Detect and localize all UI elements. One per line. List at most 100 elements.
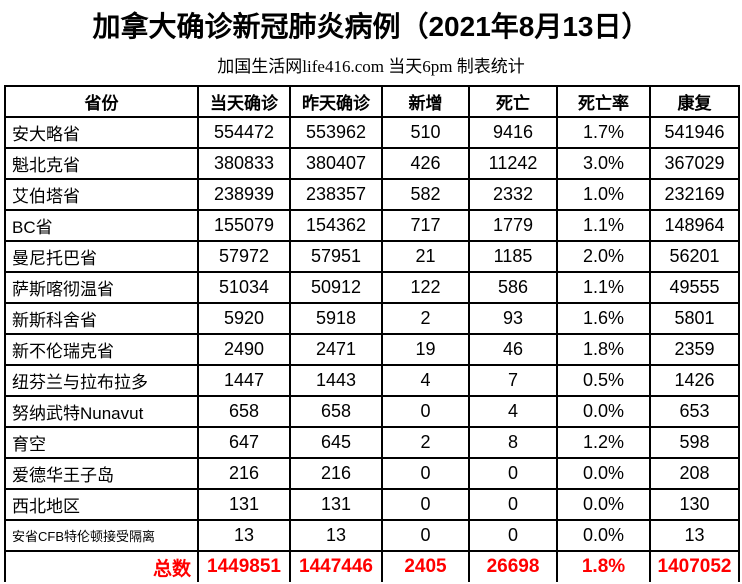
stat-value: 4 bbox=[381, 364, 470, 397]
table-total-row: 总数 1449851 1447446 2405 26698 1.8% 1407052 bbox=[4, 550, 740, 582]
table-body: 安大略省 554472 553962 510 9416 1.7% 541946 魁北克省 380… bbox=[4, 116, 740, 552]
stat-value: 2359 bbox=[649, 333, 740, 366]
stat-value: 2 bbox=[381, 302, 470, 335]
stat-value: 8 bbox=[468, 426, 558, 459]
stat-value: 1.7% bbox=[556, 116, 651, 149]
stat-value: 3.0% bbox=[556, 147, 651, 180]
stat-value: 2332 bbox=[468, 178, 558, 211]
stat-value: 154362 bbox=[289, 209, 383, 242]
stat-value: 0.5% bbox=[556, 364, 651, 397]
stat-value: 0.0% bbox=[556, 519, 651, 552]
stat-value: 554472 bbox=[197, 116, 291, 149]
total-value: 1449851 bbox=[197, 550, 291, 582]
stat-value: 57972 bbox=[197, 240, 291, 273]
stat-value: 1.1% bbox=[556, 209, 651, 242]
province-name: 新不伦瑞克省 bbox=[4, 333, 199, 366]
stat-value: 1779 bbox=[468, 209, 558, 242]
province-name: 魁北克省 bbox=[4, 147, 199, 180]
table-row: 魁北克省 380833 380407 426 11242 3.0% 367029 bbox=[4, 147, 740, 180]
table-row: 爱德华王子岛 216 216 0 0 0.0% 208 bbox=[4, 457, 740, 490]
province-name: 新斯科舍省 bbox=[4, 302, 199, 335]
stat-value: 5920 bbox=[197, 302, 291, 335]
stat-value: 658 bbox=[197, 395, 291, 428]
stat-value: 653 bbox=[649, 395, 740, 428]
covid-stats-table: 省份 当天确诊 昨天确诊 新增 死亡 死亡率 康复 安大略省 554472 553962 510 9… bbox=[4, 85, 740, 582]
stat-value: 0 bbox=[468, 457, 558, 490]
stat-value: 11242 bbox=[468, 147, 558, 180]
stat-value: 9416 bbox=[468, 116, 558, 149]
stat-value: 51034 bbox=[197, 271, 291, 304]
stat-value: 216 bbox=[289, 457, 383, 490]
stat-value: 380407 bbox=[289, 147, 383, 180]
stat-value: 1185 bbox=[468, 240, 558, 273]
stat-value: 7 bbox=[468, 364, 558, 397]
province-name: 萨斯喀彻温省 bbox=[4, 271, 199, 304]
stat-value: 380833 bbox=[197, 147, 291, 180]
stat-value: 658 bbox=[289, 395, 383, 428]
stat-value: 21 bbox=[381, 240, 470, 273]
column-header: 康复 bbox=[649, 85, 740, 118]
stat-value: 13 bbox=[197, 519, 291, 552]
stat-value: 0.0% bbox=[556, 395, 651, 428]
province-name: 育空 bbox=[4, 426, 199, 459]
table-row: 安大略省 554472 553962 510 9416 1.7% 541946 bbox=[4, 116, 740, 149]
stat-value: 426 bbox=[381, 147, 470, 180]
province-name: 努纳武特Nunavut bbox=[4, 395, 199, 428]
stat-value: 0 bbox=[468, 519, 558, 552]
report-page: 加拿大确诊新冠肺炎病例（2021年8月13日） 加国生活网life416.com… bbox=[0, 5, 742, 582]
stat-value: 155079 bbox=[197, 209, 291, 242]
stat-value: 367029 bbox=[649, 147, 740, 180]
province-name: 曼尼托巴省 bbox=[4, 240, 199, 273]
page-title: 加拿大确诊新冠肺炎病例（2021年8月13日） bbox=[92, 11, 650, 42]
stat-value: 0.0% bbox=[556, 488, 651, 521]
table-row: 西北地区 131 131 0 0 0.0% 130 bbox=[4, 488, 740, 521]
total-value: 1.8% bbox=[556, 550, 651, 582]
table-row: 纽芬兰与拉布拉多 1447 1443 4 7 0.5% 1426 bbox=[4, 364, 740, 397]
column-header: 死亡率 bbox=[556, 85, 651, 118]
total-value: 2405 bbox=[381, 550, 470, 582]
stat-value: 1.8% bbox=[556, 333, 651, 366]
stat-value: 4 bbox=[468, 395, 558, 428]
stat-value: 13 bbox=[649, 519, 740, 552]
table-row: 曼尼托巴省 57972 57951 21 1185 2.0% 56201 bbox=[4, 240, 740, 273]
stat-value: 57951 bbox=[289, 240, 383, 273]
stat-value: 1.2% bbox=[556, 426, 651, 459]
table-row: 新不伦瑞克省 2490 2471 19 46 1.8% 2359 bbox=[4, 333, 740, 366]
stat-value: 232169 bbox=[649, 178, 740, 211]
stat-value: 510 bbox=[381, 116, 470, 149]
stat-value: 93 bbox=[468, 302, 558, 335]
stat-value: 2 bbox=[381, 426, 470, 459]
table-header-row: 省份 当天确诊 昨天确诊 新增 死亡 死亡率 康复 bbox=[4, 85, 740, 118]
stat-value: 0.0% bbox=[556, 457, 651, 490]
table-row: 育空 647 645 2 8 1.2% 598 bbox=[4, 426, 740, 459]
column-header: 昨天确诊 bbox=[289, 85, 383, 118]
stat-value: 553962 bbox=[289, 116, 383, 149]
province-name: 纽芬兰与拉布拉多 bbox=[4, 364, 199, 397]
stat-value: 49555 bbox=[649, 271, 740, 304]
stat-value: 131 bbox=[197, 488, 291, 521]
stat-value: 216 bbox=[197, 457, 291, 490]
province-name: BC省 bbox=[4, 209, 199, 242]
stat-value: 717 bbox=[381, 209, 470, 242]
stat-value: 2471 bbox=[289, 333, 383, 366]
stat-value: 0 bbox=[381, 519, 470, 552]
column-header: 当天确诊 bbox=[197, 85, 291, 118]
stat-value: 122 bbox=[381, 271, 470, 304]
stat-value: 1447 bbox=[197, 364, 291, 397]
table-row: 努纳武特Nunavut 658 658 0 4 0.0% 653 bbox=[4, 395, 740, 428]
stat-value: 1.0% bbox=[556, 178, 651, 211]
table-row: 安省CFB特伦顿接受隔离 13 13 0 0 0.0% 13 bbox=[4, 519, 740, 552]
stat-value: 13 bbox=[289, 519, 383, 552]
stat-value: 46 bbox=[468, 333, 558, 366]
stat-value: 5918 bbox=[289, 302, 383, 335]
stat-value: 238357 bbox=[289, 178, 383, 211]
total-label: 总数 bbox=[4, 550, 199, 582]
table-row: 艾伯塔省 238939 238357 582 2332 1.0% 232169 bbox=[4, 178, 740, 211]
stat-value: 645 bbox=[289, 426, 383, 459]
province-name: 西北地区 bbox=[4, 488, 199, 521]
table-row: 萨斯喀彻温省 51034 50912 122 586 1.1% 49555 bbox=[4, 271, 740, 304]
stat-value: 0 bbox=[381, 457, 470, 490]
stat-value: 1443 bbox=[289, 364, 383, 397]
total-value: 1447446 bbox=[289, 550, 383, 582]
stat-value: 1426 bbox=[649, 364, 740, 397]
